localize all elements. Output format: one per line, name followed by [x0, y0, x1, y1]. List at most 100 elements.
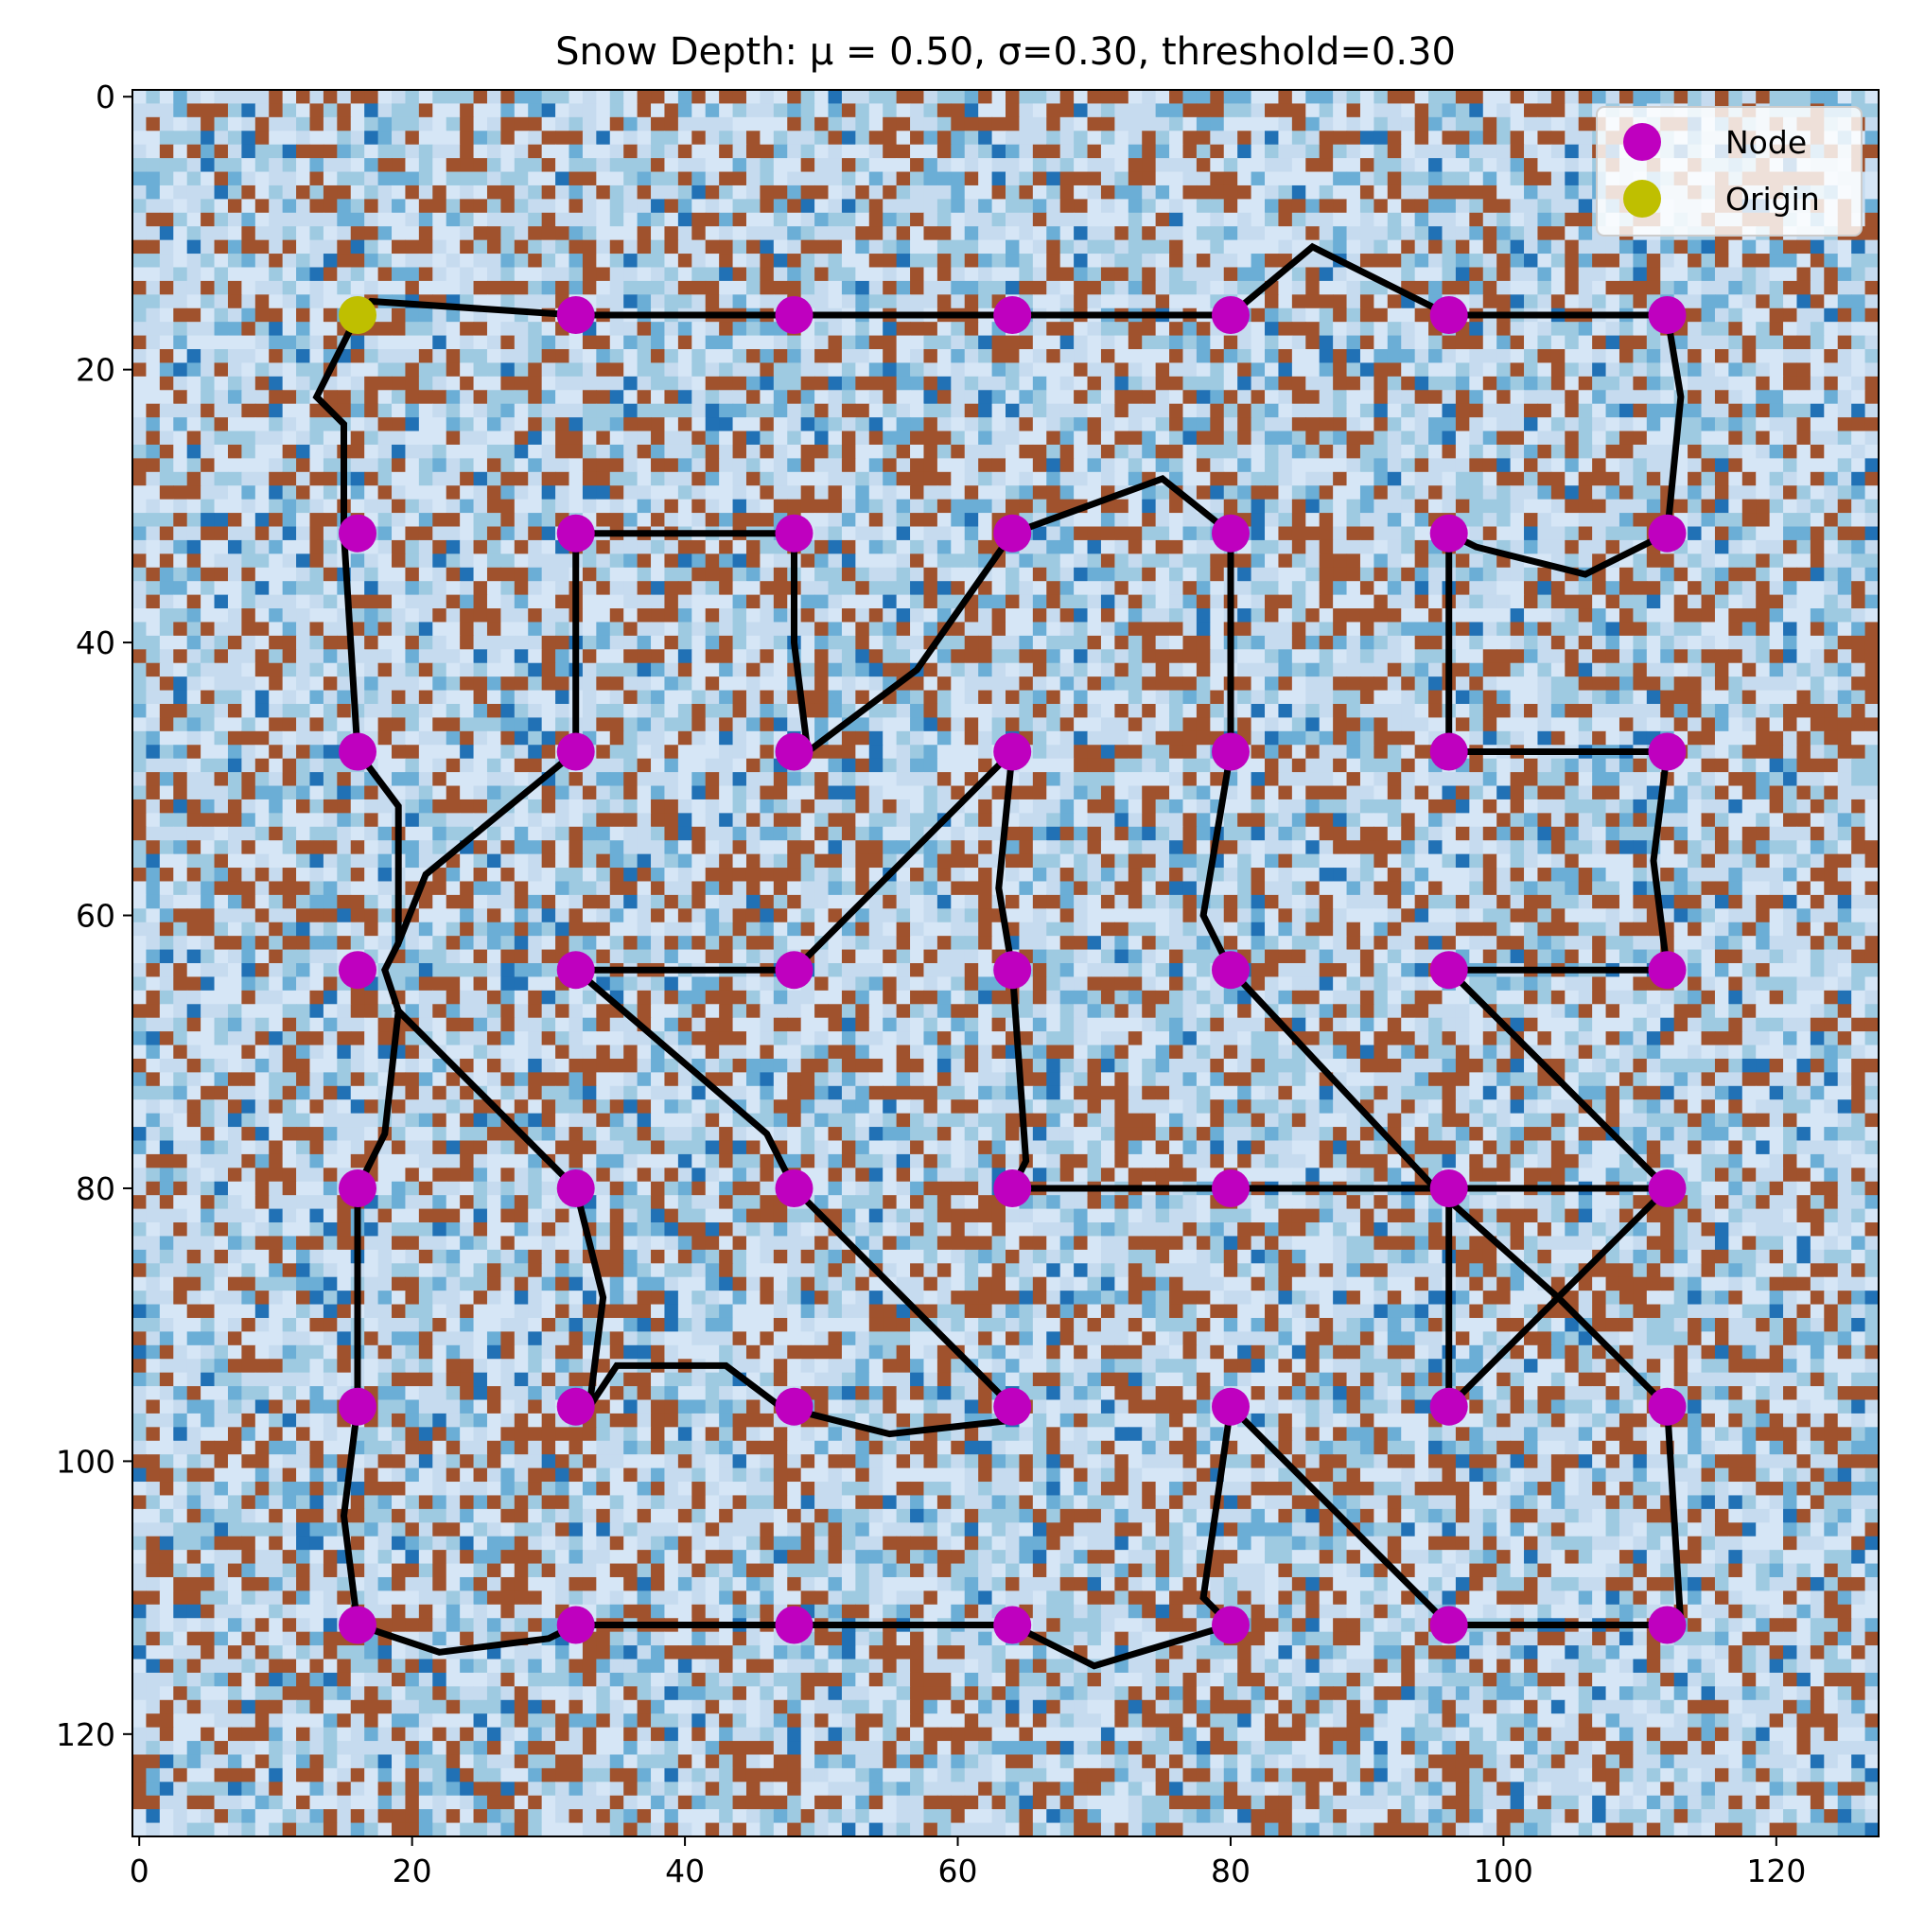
heatmap-cell	[1688, 594, 1703, 609]
heatmap-cell	[1251, 362, 1266, 378]
heatmap-cell	[651, 116, 666, 132]
heatmap-cell	[800, 362, 815, 378]
heatmap-cell	[936, 539, 952, 554]
heatmap-cell	[1100, 335, 1115, 350]
heatmap-cell	[1714, 458, 1729, 473]
heatmap-cell	[609, 458, 624, 473]
heatmap-cell	[1359, 171, 1374, 186]
heatmap-cell	[392, 553, 407, 569]
heatmap-cell	[1851, 294, 1866, 309]
heatmap-cell	[214, 90, 229, 105]
heatmap-cell	[1482, 335, 1497, 350]
heatmap-cell	[1605, 513, 1620, 528]
heatmap-cell	[760, 294, 775, 309]
heatmap-cell	[528, 144, 543, 159]
heatmap-cell	[159, 294, 174, 309]
heatmap-cell	[1851, 471, 1866, 486]
heatmap-cell	[855, 417, 870, 432]
heatmap-cell	[1837, 307, 1852, 323]
heatmap-cell	[1824, 567, 1839, 582]
heatmap-cell	[460, 499, 475, 514]
heatmap-cell	[309, 90, 324, 105]
heatmap-cell	[637, 458, 652, 473]
heatmap-cell	[1783, 294, 1798, 309]
heatmap-cell	[132, 376, 148, 391]
heatmap-cell	[323, 199, 338, 214]
heatmap-cell	[1319, 362, 1334, 378]
heatmap-cell	[1373, 376, 1389, 391]
heatmap-cell	[1442, 362, 1457, 378]
heatmap-cell	[1305, 417, 1321, 432]
heatmap-cell	[241, 131, 256, 146]
heatmap-cell	[841, 267, 856, 282]
heatmap-cell	[1059, 226, 1075, 241]
heatmap-cell	[1114, 499, 1129, 514]
heatmap-cell	[651, 444, 666, 459]
heatmap-cell	[1305, 513, 1321, 528]
heatmap-cell	[1783, 539, 1798, 554]
heatmap-cell	[473, 513, 488, 528]
heatmap-cell	[132, 444, 148, 459]
heatmap-cell	[814, 131, 830, 146]
heatmap-cell	[1618, 362, 1634, 378]
heatmap-cell	[637, 499, 652, 514]
heatmap-cell	[978, 239, 993, 255]
heatmap-cell	[1783, 608, 1798, 624]
heatmap-cell	[227, 458, 242, 473]
heatmap-cell	[637, 184, 652, 200]
heatmap-cell	[309, 322, 324, 337]
heatmap-cell	[1810, 444, 1825, 459]
heatmap-cell	[473, 430, 488, 446]
heatmap-cell	[1319, 471, 1334, 486]
heatmap-cell	[1633, 254, 1648, 269]
heatmap-cell	[868, 212, 884, 227]
heatmap-cell	[254, 335, 270, 350]
heatmap-cell	[186, 239, 201, 255]
heatmap-cell	[405, 376, 420, 391]
heatmap-cell	[241, 254, 256, 269]
heatmap-cell	[1387, 403, 1402, 418]
heatmap-cell	[883, 567, 898, 582]
heatmap-cell	[841, 335, 856, 350]
heatmap-cell	[1837, 403, 1852, 418]
heatmap-cell	[951, 90, 966, 105]
heatmap-cell	[1100, 267, 1115, 282]
heatmap-cell	[1401, 307, 1416, 323]
heatmap-cell	[1087, 444, 1102, 459]
heatmap-cell	[732, 199, 747, 214]
heatmap-cell	[787, 458, 802, 473]
heatmap-cell	[337, 171, 352, 186]
heatmap-cell	[1510, 513, 1525, 528]
heatmap-cell	[460, 471, 475, 486]
heatmap-cell	[1223, 362, 1238, 378]
heatmap-cell	[1565, 226, 1580, 241]
heatmap-cell	[432, 608, 447, 624]
heatmap-cell	[418, 471, 433, 486]
heatmap-cell	[1524, 144, 1539, 159]
heatmap-cell	[1333, 417, 1348, 432]
heatmap-cell	[719, 539, 734, 554]
heatmap-cell	[1824, 608, 1839, 624]
heatmap-cell	[1701, 485, 1716, 501]
heatmap-cell	[460, 390, 475, 405]
heatmap-cell	[364, 267, 379, 282]
heatmap-cell	[1796, 458, 1811, 473]
heatmap-cell	[1469, 267, 1484, 282]
heatmap-cell	[541, 199, 556, 214]
heatmap-cell	[1032, 390, 1047, 405]
heatmap-cell	[364, 458, 379, 473]
heatmap-cell	[323, 254, 338, 269]
heatmap-cell	[1359, 430, 1374, 446]
heatmap-cell	[1087, 581, 1102, 596]
heatmap-cell	[691, 103, 707, 118]
heatmap-cell	[1618, 526, 1634, 541]
heatmap-cell	[1414, 171, 1429, 186]
heatmap-cell	[1864, 212, 1879, 227]
heatmap-cell	[1756, 390, 1771, 405]
heatmap-cell	[418, 417, 433, 432]
heatmap-cell	[964, 254, 979, 269]
heatmap-cell	[991, 103, 1006, 118]
heatmap-cell	[1605, 458, 1620, 473]
heatmap-cell	[1223, 280, 1238, 295]
heatmap-cell	[1032, 158, 1047, 173]
